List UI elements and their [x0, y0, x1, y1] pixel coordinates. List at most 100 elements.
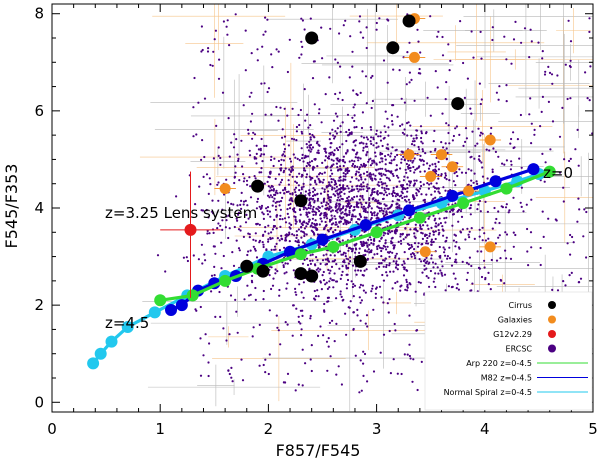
ercsc-point	[425, 242, 428, 245]
ercsc-point	[395, 266, 398, 269]
ercsc-point	[305, 165, 308, 168]
ercsc-point	[387, 177, 390, 180]
ercsc-point	[394, 254, 397, 257]
ercsc-point	[308, 211, 311, 214]
ercsc-point	[319, 268, 322, 271]
ercsc-point	[419, 170, 422, 173]
series-point	[94, 347, 107, 360]
ercsc-point	[330, 226, 333, 230]
ercsc-point	[252, 326, 255, 329]
ercsc-point	[391, 194, 394, 197]
ercsc-point	[420, 243, 423, 246]
ercsc-point	[270, 155, 273, 158]
ercsc-point	[322, 200, 325, 203]
x-tick-label: 3	[372, 420, 382, 438]
ercsc-point	[316, 259, 319, 262]
ercsc-point	[454, 277, 457, 280]
ercsc-point	[403, 353, 406, 356]
ercsc-point	[265, 249, 268, 252]
g12v229-point	[184, 223, 197, 236]
ercsc-point	[246, 253, 249, 257]
ercsc-point	[255, 162, 258, 165]
ercsc-point	[426, 236, 429, 240]
ercsc-point	[286, 262, 289, 265]
ercsc-point	[272, 277, 275, 280]
ercsc-point	[268, 190, 271, 193]
ercsc-point	[296, 240, 299, 244]
x-tick-label: 5	[588, 420, 598, 438]
ercsc-point	[195, 133, 198, 136]
ercsc-point	[459, 20, 462, 23]
ercsc-point	[391, 146, 394, 149]
ercsc-point	[308, 202, 311, 205]
ercsc-point	[352, 215, 355, 218]
ercsc-point	[416, 388, 419, 392]
ercsc-point	[399, 124, 402, 128]
ercsc-point	[286, 208, 289, 211]
cirrus-point	[305, 269, 319, 283]
ercsc-point	[408, 354, 411, 358]
galaxy-point	[484, 241, 496, 253]
ercsc-point	[275, 214, 278, 217]
ercsc-point	[419, 227, 422, 230]
cirrus-point	[256, 264, 270, 278]
ercsc-point	[388, 262, 391, 265]
ercsc-point	[263, 182, 266, 185]
ercsc-point	[406, 283, 409, 286]
ercsc-point	[452, 213, 455, 216]
ercsc-point	[282, 381, 285, 384]
ercsc-point	[405, 122, 409, 125]
ercsc-point	[334, 221, 338, 224]
ercsc-point	[468, 230, 471, 233]
ercsc-point	[308, 189, 311, 192]
ercsc-point	[382, 210, 385, 213]
ercsc-point	[348, 206, 351, 210]
ercsc-point	[385, 204, 388, 207]
ercsc-point	[273, 248, 276, 251]
ercsc-point	[311, 133, 314, 137]
ercsc-point	[432, 140, 435, 143]
ercsc-point	[399, 167, 402, 170]
ercsc-point	[339, 220, 342, 223]
ercsc-point	[335, 263, 338, 266]
series-point	[165, 304, 178, 316]
ercsc-point	[404, 288, 407, 291]
ercsc-point	[425, 193, 428, 196]
ercsc-point	[300, 291, 303, 294]
ercsc-point	[465, 278, 468, 281]
ercsc-point	[386, 221, 389, 224]
ercsc-point	[276, 270, 279, 273]
ercsc-point	[328, 184, 331, 187]
ercsc-point	[394, 149, 397, 152]
ercsc-point	[290, 170, 293, 173]
ercsc-point	[281, 128, 284, 131]
series-point	[370, 226, 383, 239]
ercsc-point	[386, 81, 389, 84]
ercsc-point	[422, 163, 425, 166]
ercsc-point	[335, 373, 338, 376]
ercsc-point	[366, 380, 369, 383]
ercsc-point	[387, 126, 390, 129]
ercsc-point	[251, 335, 254, 338]
ercsc-point	[242, 203, 245, 206]
cirrus-point	[451, 97, 465, 111]
ercsc-point	[385, 210, 388, 213]
ercsc-point	[364, 249, 367, 253]
ercsc-point	[329, 146, 332, 149]
ercsc-point	[495, 217, 498, 221]
ercsc-point	[577, 197, 580, 200]
ercsc-point	[498, 234, 501, 237]
ercsc-point	[457, 288, 460, 291]
ercsc-point	[494, 242, 497, 245]
ercsc-point	[327, 230, 330, 233]
ercsc-point	[303, 88, 306, 91]
ercsc-point	[381, 247, 384, 250]
ercsc-point	[364, 178, 367, 181]
ercsc-point	[268, 274, 271, 277]
ercsc-point	[344, 209, 347, 212]
ercsc-point	[423, 198, 426, 201]
ercsc-point	[380, 262, 383, 265]
ercsc-point	[279, 343, 282, 346]
ercsc-point	[446, 255, 449, 258]
ercsc-point	[299, 192, 303, 195]
